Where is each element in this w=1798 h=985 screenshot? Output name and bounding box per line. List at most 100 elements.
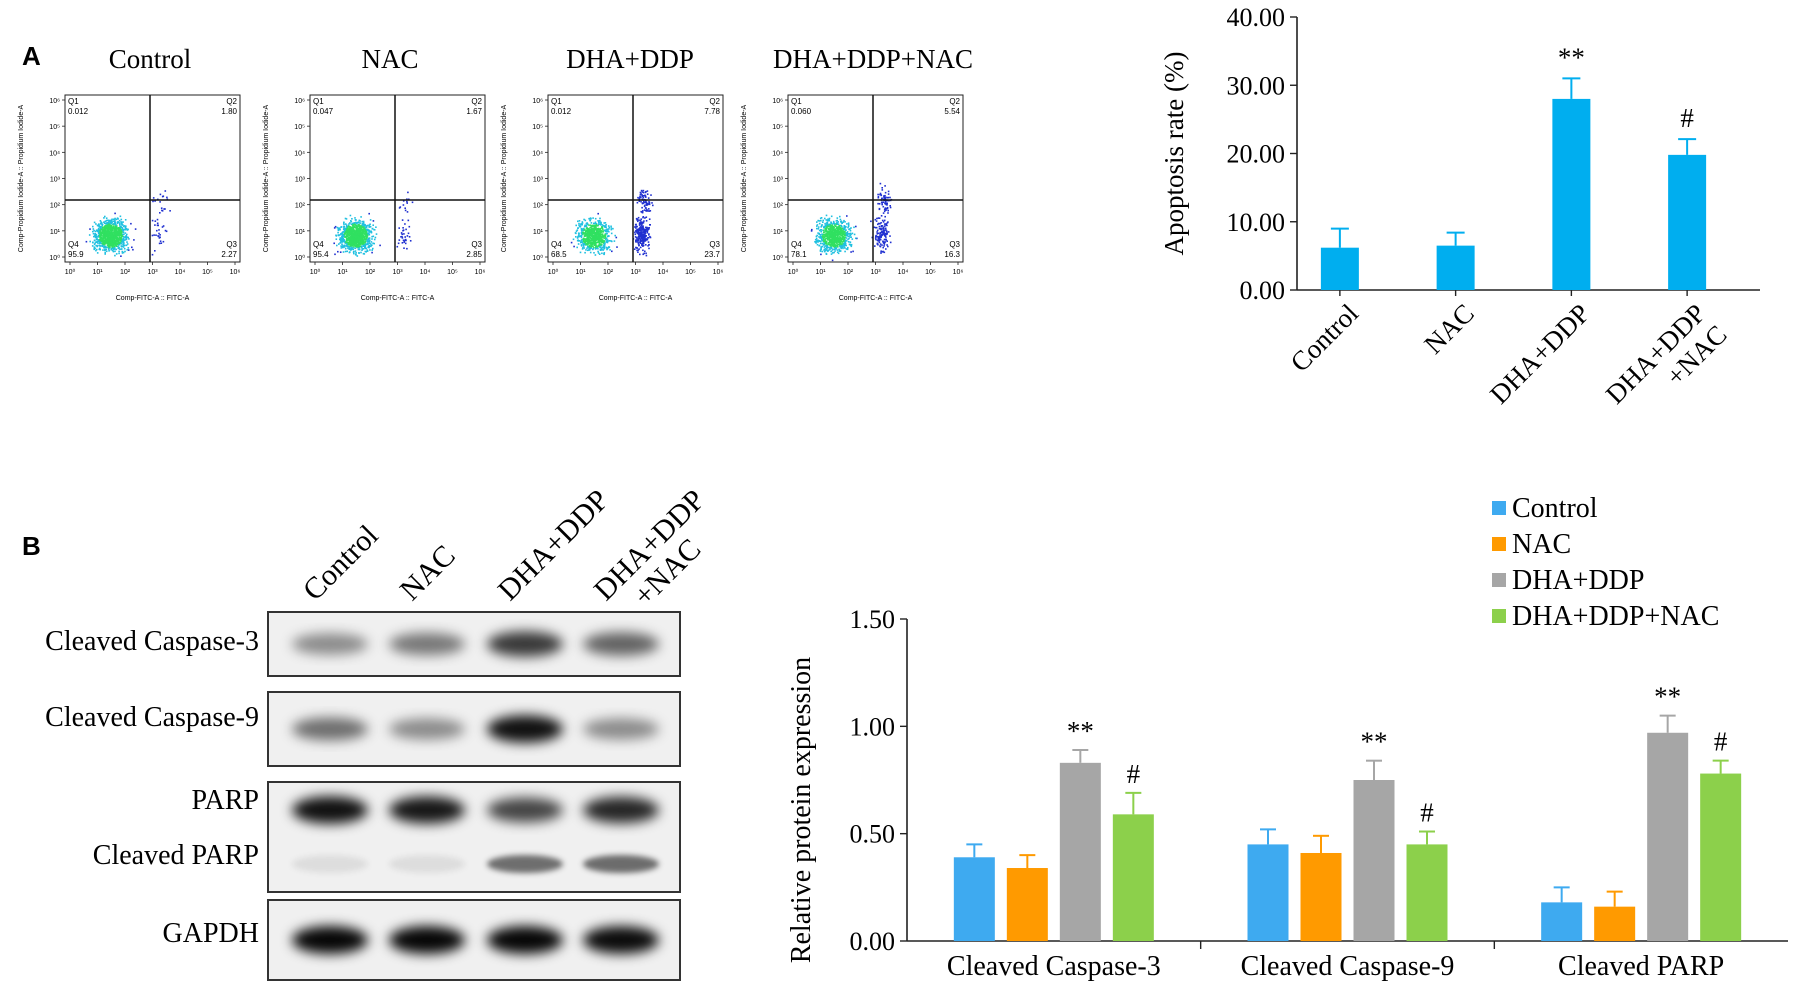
flow-dot bbox=[839, 228, 842, 230]
flow-dot bbox=[605, 230, 607, 233]
flow-dot bbox=[354, 237, 357, 240]
flow-dot bbox=[404, 223, 406, 225]
flow-dot bbox=[605, 223, 607, 226]
flow-dot bbox=[648, 244, 650, 246]
flow-dot bbox=[827, 232, 829, 235]
flow-dot bbox=[122, 228, 124, 231]
flow-dot bbox=[880, 252, 882, 254]
flow-dot bbox=[882, 231, 884, 233]
flow-dot bbox=[883, 195, 885, 197]
flow-dot bbox=[373, 242, 375, 245]
flow-dot bbox=[828, 249, 830, 251]
flow-dot bbox=[882, 212, 885, 214]
y-tick-label: 10⁰ bbox=[294, 254, 305, 262]
flow-dot bbox=[407, 191, 409, 194]
flow-dot bbox=[879, 243, 882, 245]
flow-dot bbox=[345, 234, 348, 236]
flow-dot bbox=[345, 224, 348, 226]
flow-dot bbox=[575, 224, 577, 227]
flow-dot bbox=[104, 226, 106, 228]
flow-dot bbox=[92, 241, 94, 244]
flow-dot bbox=[357, 243, 360, 246]
flow-dot bbox=[573, 245, 575, 248]
flow-dot bbox=[644, 217, 646, 219]
flow-dot bbox=[846, 231, 849, 233]
flow-dot bbox=[369, 239, 371, 242]
flow-dot bbox=[337, 228, 340, 230]
flow-dot bbox=[590, 239, 593, 242]
flow-dot bbox=[639, 241, 641, 243]
flow-dot bbox=[604, 242, 606, 244]
flow-dot bbox=[877, 196, 880, 199]
flow-dot bbox=[639, 220, 642, 222]
flow-dot bbox=[345, 236, 348, 238]
flow-dot bbox=[93, 229, 95, 232]
flow-dot bbox=[590, 227, 593, 230]
flow-dot bbox=[401, 233, 403, 236]
flow-dot bbox=[887, 231, 890, 233]
flow-dot bbox=[95, 244, 97, 247]
flow-dot bbox=[835, 241, 838, 243]
flow-dot bbox=[343, 227, 345, 230]
flow-dot bbox=[105, 240, 107, 243]
flow-dot bbox=[879, 231, 882, 234]
flow-dot bbox=[577, 227, 579, 230]
flow-dot bbox=[588, 229, 591, 231]
flow-dot bbox=[374, 236, 377, 239]
flow-dot bbox=[870, 220, 872, 223]
flow-dot bbox=[838, 244, 841, 246]
flow-dot bbox=[831, 231, 834, 233]
y-tick-label: 0.00 bbox=[850, 927, 896, 956]
protein-band bbox=[583, 632, 659, 656]
flow-dot bbox=[340, 233, 342, 235]
flow-dot bbox=[345, 223, 347, 225]
flow-dot bbox=[358, 241, 361, 244]
y-tick-label: 10⁵ bbox=[49, 124, 60, 131]
flow-dot bbox=[836, 249, 839, 251]
flow-dot bbox=[606, 232, 608, 235]
flow-dot bbox=[111, 218, 113, 221]
flow-dot bbox=[822, 231, 825, 234]
flow-dot bbox=[816, 224, 819, 226]
flow-dot bbox=[364, 230, 367, 233]
flow-dot bbox=[887, 209, 889, 212]
flow-dot bbox=[120, 225, 122, 228]
flow-dot bbox=[362, 234, 365, 237]
x-tick-label: 10¹ bbox=[92, 269, 103, 276]
flow-dot bbox=[353, 239, 356, 242]
flow-dot bbox=[99, 233, 102, 235]
flow-dot bbox=[402, 200, 405, 202]
flow-dot bbox=[639, 196, 641, 199]
flow-dot bbox=[840, 233, 842, 236]
flow-dot bbox=[356, 227, 358, 230]
flow-dot bbox=[820, 237, 823, 240]
flow-dot bbox=[98, 236, 101, 238]
flow-dot bbox=[878, 217, 881, 219]
flow-dot bbox=[583, 235, 586, 237]
flow-dot bbox=[347, 231, 349, 234]
flow-dot bbox=[125, 237, 128, 239]
flow-dot bbox=[880, 225, 883, 227]
flow-dot bbox=[88, 234, 91, 236]
flow-dot bbox=[587, 245, 589, 248]
flow-dot bbox=[883, 223, 886, 225]
flow-dot bbox=[640, 189, 643, 192]
flow-dot bbox=[365, 247, 368, 250]
flow-dot bbox=[355, 225, 358, 228]
flow-dot bbox=[593, 244, 595, 246]
flow-dot bbox=[594, 242, 597, 244]
flow-dot bbox=[594, 222, 596, 225]
flow-dot bbox=[110, 232, 113, 235]
flow-dot bbox=[122, 251, 125, 254]
flow-dot bbox=[595, 247, 598, 249]
flow-dot bbox=[839, 218, 842, 221]
flow-dot bbox=[594, 234, 596, 236]
flow-dot bbox=[117, 245, 119, 248]
y-tick-label: 10⁴ bbox=[532, 150, 543, 157]
flow-dot bbox=[407, 232, 410, 235]
flow-dot bbox=[362, 221, 365, 224]
flow-dot bbox=[581, 221, 584, 223]
flow-dot bbox=[839, 250, 842, 252]
flow-dot bbox=[364, 247, 366, 249]
